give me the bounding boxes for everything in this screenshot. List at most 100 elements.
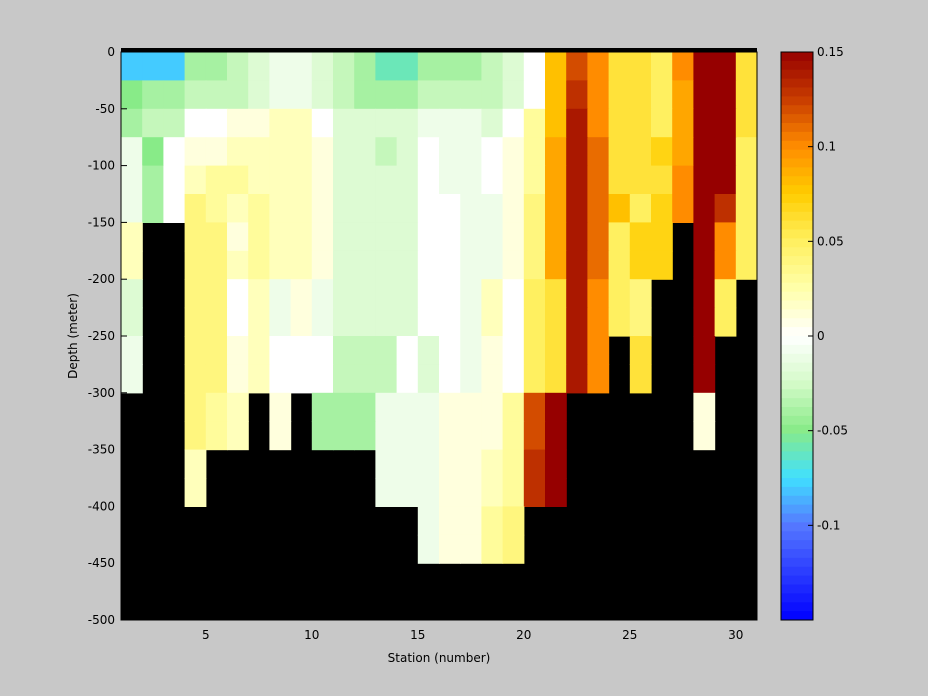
heatmap-cell <box>375 108 398 138</box>
heatmap-cell <box>439 279 461 309</box>
heatmap-cell <box>523 194 546 223</box>
heatmap-cell <box>333 421 355 451</box>
colorbar-segment <box>781 202 813 213</box>
colorbar-segment <box>781 167 813 177</box>
heatmap-cell <box>523 279 546 309</box>
heatmap-cell <box>566 165 588 195</box>
colorbar-segment <box>781 131 813 142</box>
heatmap-cell <box>227 165 249 195</box>
heatmap-cell <box>523 307 546 337</box>
heatmap-cell <box>714 80 737 110</box>
heatmap-cell <box>587 108 610 138</box>
heatmap-cell <box>311 52 334 81</box>
heatmap-cell <box>481 392 504 422</box>
colorbar-segment <box>781 469 813 479</box>
heatmap-cell <box>311 165 334 195</box>
heatmap-cell <box>735 52 758 81</box>
heatmap-cell <box>608 307 631 337</box>
heatmap-cell <box>311 222 334 252</box>
heatmap-cell <box>184 421 207 451</box>
heatmap-cell <box>333 279 355 309</box>
colorbar-segment <box>781 211 813 222</box>
heatmap-cell <box>460 534 482 564</box>
heatmap-cell <box>439 137 461 167</box>
heatmap-cell <box>545 52 567 81</box>
heatmap-cell <box>375 80 398 110</box>
colorbar-segment <box>781 584 813 594</box>
heatmap-cell <box>269 307 292 337</box>
heatmap-cell <box>608 165 631 195</box>
colorbar-segment <box>781 96 813 106</box>
heatmap-cell <box>439 421 461 451</box>
heatmap-cell <box>396 478 419 507</box>
colorbar-segment <box>781 291 813 302</box>
heatmap-cell <box>587 165 610 195</box>
heatmap-cell <box>163 194 186 223</box>
heatmap-cell <box>121 108 143 138</box>
heatmap-cell <box>354 108 376 138</box>
heatmap-cell <box>460 250 482 280</box>
heatmap-cell <box>205 336 228 365</box>
heatmap-cell <box>269 421 292 451</box>
colorbar-tick-label: 0 <box>817 329 825 343</box>
heatmap-cell <box>651 222 673 252</box>
heatmap-cell <box>121 137 143 167</box>
heatmap-cell <box>163 80 186 110</box>
heatmap-cell <box>566 194 588 223</box>
heatmap-cell <box>248 52 270 81</box>
x-tick-label: 20 <box>516 628 531 642</box>
colorbar-segment <box>781 380 813 390</box>
heatmap-cell <box>290 222 313 252</box>
heatmap-cell <box>269 52 292 81</box>
heatmap-cell <box>629 336 652 365</box>
heatmap-cell <box>735 80 758 110</box>
heatmap-cell <box>523 80 546 110</box>
heatmap-cell <box>693 137 716 167</box>
colorbar-segment <box>781 273 813 284</box>
heatmap-cell <box>587 80 610 110</box>
colorbar-segment <box>781 362 813 373</box>
heatmap-cell <box>545 449 567 479</box>
heatmap-cell <box>693 194 716 223</box>
heatmap-cell <box>333 364 355 394</box>
heatmap-cell <box>311 80 334 110</box>
heatmap-cell <box>566 250 588 280</box>
heatmap-cell <box>735 108 758 138</box>
heatmap-cell <box>502 165 525 195</box>
heatmap-cell <box>502 534 525 564</box>
colorbar-segment <box>781 114 813 124</box>
heatmap-cell <box>184 392 207 422</box>
heatmap-cell <box>205 222 228 252</box>
colorbar-segment <box>781 407 813 417</box>
heatmap-cell <box>714 250 737 280</box>
heatmap-cell <box>481 108 504 138</box>
heatmap-cell <box>142 108 164 138</box>
heatmap-cell <box>629 364 652 394</box>
colorbar-segment <box>781 371 813 381</box>
heatmap-cell <box>311 279 334 309</box>
heatmap-cell <box>587 279 610 309</box>
heatmap-cell <box>439 194 461 223</box>
heatmap-cell <box>545 478 567 507</box>
heatmap-cell <box>142 165 164 195</box>
heatmap-cell <box>227 80 249 110</box>
heatmap-cell <box>735 222 758 252</box>
heatmap-cell <box>481 364 504 394</box>
heatmap-cell <box>290 108 313 138</box>
heatmap-cell <box>693 392 716 422</box>
heatmap-cell <box>523 336 546 365</box>
heatmap-cell <box>205 80 228 110</box>
heatmap-cell <box>417 108 440 138</box>
heatmap-cell <box>608 194 631 223</box>
x-tick-label: 10 <box>304 628 319 642</box>
heatmap-cell <box>311 250 334 280</box>
heatmap-cell <box>227 421 249 451</box>
heatmap-cell <box>311 137 334 167</box>
heatmap-cell <box>248 137 270 167</box>
heatmap-cell <box>375 165 398 195</box>
heatmap-cell <box>163 165 186 195</box>
colorbar-segment <box>781 336 813 346</box>
heatmap-cell <box>460 52 482 81</box>
heatmap-cell <box>629 80 652 110</box>
heatmap-cell <box>460 506 482 536</box>
